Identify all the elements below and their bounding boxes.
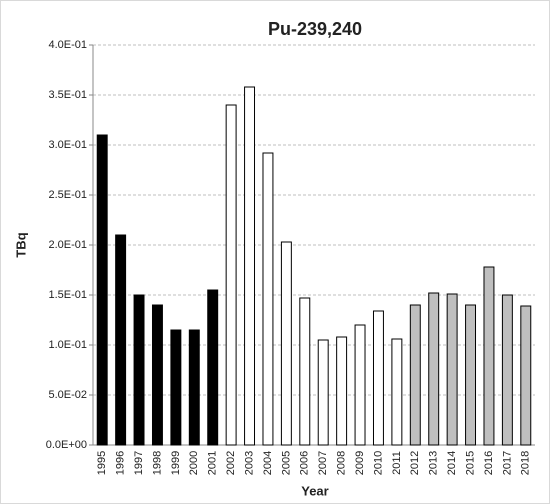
x-tick-label: 1999 bbox=[170, 451, 182, 475]
x-tick-label: 2014 bbox=[446, 451, 458, 475]
x-tick-label: 2016 bbox=[483, 451, 495, 475]
bar bbox=[262, 152, 274, 446]
bar bbox=[372, 310, 384, 446]
bar bbox=[133, 294, 145, 446]
bar bbox=[520, 305, 532, 446]
bar bbox=[336, 336, 348, 446]
x-tick-label: 2010 bbox=[372, 451, 384, 475]
x-tick-label: 2000 bbox=[188, 451, 200, 475]
x-tick-label: 2006 bbox=[299, 451, 311, 475]
bar bbox=[317, 339, 329, 446]
x-tick-label: 1997 bbox=[133, 451, 145, 475]
bar bbox=[391, 338, 403, 446]
y-tick-label: 3.0E-01 bbox=[48, 139, 87, 151]
bar bbox=[151, 304, 163, 446]
bar bbox=[96, 134, 108, 446]
bar bbox=[428, 292, 440, 446]
x-tick-label: 1996 bbox=[115, 451, 127, 475]
y-tick-label: 0.0E+00 bbox=[46, 439, 87, 451]
x-tick-label: 2002 bbox=[225, 451, 237, 475]
x-tick-label: 2008 bbox=[336, 451, 348, 475]
y-tick-label: 5.0E-02 bbox=[48, 389, 87, 401]
bar bbox=[409, 304, 421, 446]
bar bbox=[115, 234, 127, 446]
y-tick-label: 4.0E-01 bbox=[48, 39, 87, 51]
bar bbox=[299, 297, 311, 446]
x-tick-label: 1995 bbox=[96, 451, 108, 475]
x-tick-label: 1998 bbox=[151, 451, 163, 475]
bar bbox=[244, 86, 256, 446]
y-tick-label: 3.5E-01 bbox=[48, 89, 87, 101]
x-tick-label: 2017 bbox=[501, 451, 513, 475]
bar bbox=[465, 304, 477, 446]
x-tick-label: 2011 bbox=[391, 451, 403, 475]
x-tick-label: 2005 bbox=[280, 451, 292, 475]
y-tick-label: 1.5E-01 bbox=[48, 289, 87, 301]
bar bbox=[446, 293, 458, 446]
bar bbox=[225, 104, 237, 446]
bar bbox=[483, 266, 495, 446]
bar bbox=[501, 294, 513, 446]
x-tick-label: 2015 bbox=[464, 451, 476, 475]
x-tick-label: 2009 bbox=[354, 451, 366, 475]
x-tick-label: 2018 bbox=[520, 451, 532, 475]
bar bbox=[280, 241, 292, 446]
x-axis-title: Year bbox=[301, 483, 328, 498]
bar bbox=[354, 324, 366, 446]
bar bbox=[207, 289, 219, 446]
bar bbox=[188, 329, 200, 446]
y-tick-label: 1.0E-01 bbox=[48, 339, 87, 351]
y-axis-title: TBq bbox=[13, 232, 28, 257]
y-tick-label: 2.0E-01 bbox=[48, 239, 87, 251]
bar bbox=[170, 329, 182, 446]
x-tick-label: 2001 bbox=[207, 451, 219, 475]
y-tick-label: 2.5E-01 bbox=[48, 189, 87, 201]
x-tick-label: 2004 bbox=[262, 451, 274, 475]
x-tick-label: 2007 bbox=[317, 451, 329, 475]
x-tick-label: 2013 bbox=[428, 451, 440, 475]
x-tick-label: 2012 bbox=[409, 451, 421, 475]
x-tick-label: 2003 bbox=[243, 451, 255, 475]
chart-title: Pu-239,240 bbox=[268, 19, 362, 39]
